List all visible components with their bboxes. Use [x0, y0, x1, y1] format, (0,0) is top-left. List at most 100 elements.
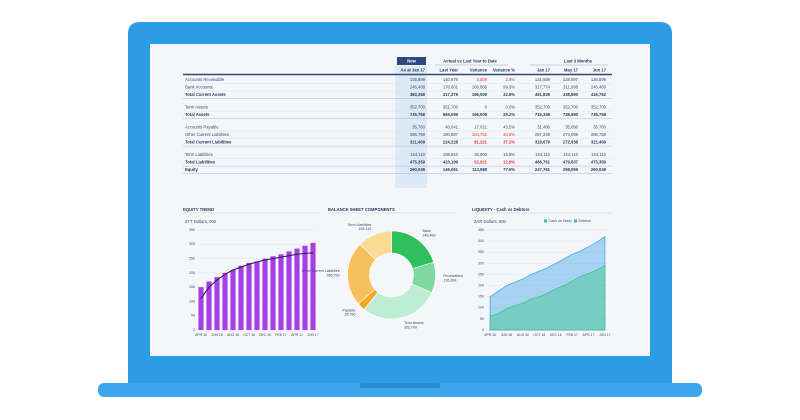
y-tick-label: 300 — [189, 242, 195, 246]
now-badge — [397, 57, 426, 65]
y-tick-label: 250 — [478, 272, 484, 276]
bar — [222, 272, 228, 330]
now-label: Now — [407, 58, 417, 63]
cell: 35,090 — [565, 125, 578, 130]
segment-value: 136,899 — [443, 278, 456, 282]
laptop-base — [98, 383, 702, 397]
cell: 715,348 — [535, 112, 551, 117]
bar — [286, 251, 292, 330]
bar — [254, 261, 260, 330]
cell: 246,469 — [410, 85, 426, 90]
area — [489, 235, 606, 331]
x-tick-label: FEB 17 — [275, 333, 286, 337]
x-tick-label: OCT 16 — [243, 333, 255, 337]
cell: 318,679 — [535, 140, 551, 145]
cell: 154,110 — [591, 152, 606, 157]
bar — [238, 265, 244, 330]
segment-label: Bank — [422, 229, 430, 233]
cell: 272,938 — [563, 140, 579, 145]
cell: 475,359 — [591, 160, 607, 165]
trend-line — [200, 252, 314, 299]
cell: 260,049 — [410, 167, 426, 172]
cell: 77.6% — [503, 167, 515, 172]
cell: 180,987 — [443, 132, 459, 137]
segment-label: Term Assets — [404, 321, 424, 325]
row-label: Other Current Liabilities — [185, 132, 229, 137]
column-header: Variance — [470, 68, 488, 73]
segment-value: 154,110 — [359, 227, 372, 231]
cell: 189,868 — [472, 85, 488, 90]
bar — [278, 254, 284, 330]
cell: 416,752 — [591, 92, 607, 97]
cell: 81,221 — [474, 140, 487, 145]
cell: 735,768 — [591, 112, 607, 117]
cell: 37.2% — [503, 140, 515, 145]
cell: 479,837 — [563, 160, 579, 165]
cell: 52,921 — [474, 160, 487, 165]
cell: 3,809 — [477, 77, 488, 82]
cell: 104,752 — [472, 132, 488, 137]
donut-segment — [359, 230, 392, 261]
cell: 32.8% — [503, 92, 515, 97]
y-tick-label: 350 — [189, 228, 195, 232]
cell: 311,998 — [563, 85, 578, 90]
cell: 286,759 — [410, 132, 426, 137]
y-tick-label: 0 — [193, 328, 195, 332]
cell: 40,041 — [445, 125, 458, 130]
cell: 2.8% — [505, 77, 515, 82]
column-header: Last Year — [439, 68, 458, 73]
row-label: Total Assets — [185, 112, 210, 117]
y-tick-label: 200 — [189, 271, 195, 275]
cell: 735,768 — [410, 112, 426, 117]
bar — [294, 248, 300, 330]
bar — [262, 258, 268, 330]
cell: 17,021 — [474, 125, 487, 130]
row-label: Accounts Payable — [185, 125, 219, 130]
legend-label: Debtors — [579, 219, 592, 223]
cell: 35,760 — [593, 125, 606, 130]
x-tick-label: JUN 17 — [599, 333, 610, 337]
cell: 140,676 — [443, 77, 459, 82]
cell: 128,997 — [563, 77, 579, 82]
x-tick-label: DEC 16 — [550, 333, 562, 337]
cell: 352,700 — [410, 105, 426, 110]
cell: 0.0% — [505, 105, 515, 110]
y-tick-label: 50 — [191, 314, 195, 318]
x-tick-label: JUN 16 — [501, 333, 512, 337]
segment-value: 246,469 — [422, 233, 435, 237]
row-label: Equity — [185, 167, 198, 172]
legend-swatch — [574, 219, 577, 223]
cell: 131,989 — [535, 77, 551, 82]
segment-label: Other Current Liabilities — [302, 269, 340, 273]
cell: 154,110 — [563, 152, 578, 157]
segment-label: Term Liabilities — [348, 223, 372, 227]
y-tick-label: 200 — [478, 284, 484, 288]
column-header: Jan 17 — [537, 68, 551, 73]
cell: 247,761 — [535, 167, 551, 172]
cell: 321,469 — [591, 140, 607, 145]
cell: 154,110 — [535, 152, 550, 157]
x-tick-label: AUG 16 — [227, 333, 239, 337]
segment-label: Receivables — [443, 274, 463, 278]
cell: 258,059 — [563, 167, 579, 172]
y-tick-label: 150 — [478, 295, 484, 299]
x-tick-label: APR 16 — [484, 333, 496, 337]
bar — [310, 242, 316, 330]
chart-title: LIQUIDITY - Cash vs Debtors — [472, 207, 530, 212]
cell: 0 — [485, 105, 488, 110]
segment-label: Payable — [342, 308, 355, 312]
column-header: As at Jan 17 — [401, 68, 426, 73]
bar — [246, 262, 252, 330]
cell: 317,379 — [443, 92, 459, 97]
row-label: Accounts Receivable — [185, 77, 225, 82]
x-tick-label: JUN 16 — [211, 333, 222, 337]
y-tick-label: 100 — [189, 299, 195, 303]
group-header: Actual vs Last Year to Date — [443, 58, 497, 63]
cell: 466,761 — [535, 160, 551, 165]
cell: 196,009 — [472, 112, 488, 117]
row-label: Total Liabilities — [185, 160, 216, 165]
bar — [230, 270, 236, 330]
cell: 29.2% — [503, 112, 515, 117]
x-tick-label: APR 17 — [291, 333, 303, 337]
